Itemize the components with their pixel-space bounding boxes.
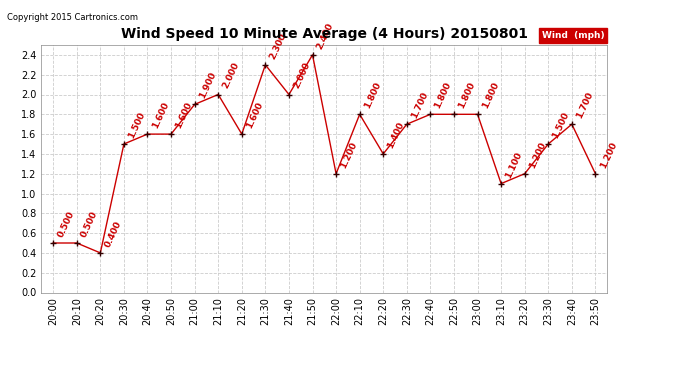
Text: 1.200: 1.200 [339,140,359,170]
Text: 1.800: 1.800 [362,81,382,110]
Text: 1.500: 1.500 [127,111,147,140]
Text: 2.000: 2.000 [221,61,241,90]
Text: 2.300: 2.300 [268,32,288,61]
Text: 0.500: 0.500 [56,210,76,239]
Text: 1.400: 1.400 [386,120,406,150]
Text: 1.800: 1.800 [433,81,453,110]
Text: 1.700: 1.700 [575,91,595,120]
Text: 1.100: 1.100 [504,150,524,179]
Title: Wind Speed 10 Minute Average (4 Hours) 20150801: Wind Speed 10 Minute Average (4 Hours) 2… [121,27,528,41]
Text: 1.900: 1.900 [197,71,217,100]
Text: 0.500: 0.500 [79,210,99,239]
Text: 1.500: 1.500 [551,111,571,140]
Text: 2.400: 2.400 [315,21,335,51]
Text: 2.000: 2.000 [292,61,312,90]
Text: 1.600: 1.600 [150,100,170,130]
Text: 1.200: 1.200 [527,140,547,170]
Text: Wind  (mph): Wind (mph) [542,31,604,40]
Text: 0.400: 0.400 [103,219,123,249]
Text: 1.800: 1.800 [480,81,500,110]
Text: 1.600: 1.600 [244,100,264,130]
Text: 1.600: 1.600 [174,100,194,130]
Text: 1.800: 1.800 [457,81,477,110]
Text: Copyright 2015 Cartronics.com: Copyright 2015 Cartronics.com [7,13,138,22]
Text: 1.200: 1.200 [598,140,618,170]
Text: 1.700: 1.700 [410,91,430,120]
